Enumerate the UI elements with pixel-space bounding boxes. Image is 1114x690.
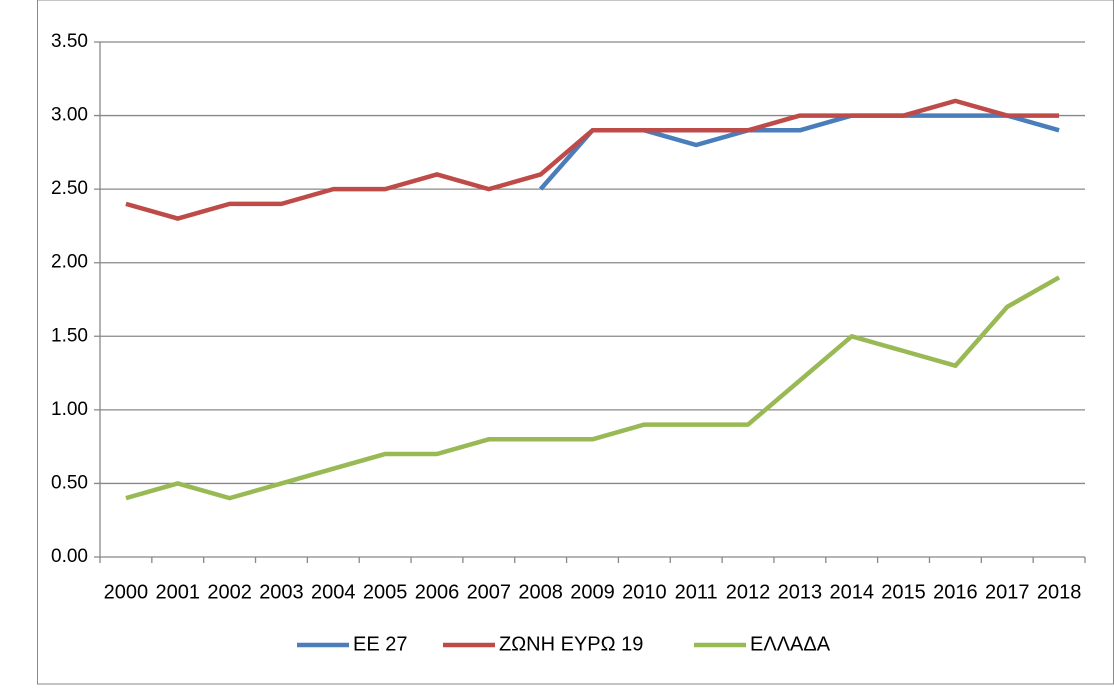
x-tick-label: 2003	[259, 581, 304, 603]
series-line	[125, 98, 1060, 221]
y-tick-label: 3.50	[51, 31, 88, 52]
x-tick-label: 2017	[985, 581, 1030, 603]
x-tick-label: 2011	[675, 581, 718, 603]
x-tick-label: 2005	[363, 581, 408, 603]
y-tick-label: 0.00	[51, 546, 88, 567]
x-tick-label: 2016	[933, 581, 978, 603]
x-tick-label: 2015	[881, 581, 926, 603]
legend-label: ΖΩΝΗ ΕΥΡΩ 19	[499, 633, 643, 655]
y-tick-label: 1.00	[51, 399, 88, 420]
y-tick-label: 0.50	[51, 472, 88, 493]
y-tick-label: 2.50	[51, 178, 88, 199]
y-tick-label: 3.00	[51, 105, 88, 126]
x-tick-label: 2007	[467, 581, 512, 603]
legend-label: ΕΛΛΑΔΑ	[750, 633, 831, 655]
y-tick-label: 2.00	[51, 252, 88, 273]
x-tick-label: 2014	[829, 581, 874, 603]
series-line	[538, 113, 1060, 191]
x-tick-label: 2004	[311, 581, 356, 603]
x-tick-label: 2009	[570, 581, 615, 603]
x-tick-label: 2006	[415, 581, 460, 603]
legend-label: ΕΕ 27	[353, 633, 407, 655]
x-tick-label: 2010	[622, 581, 667, 603]
x-tick-label: 2000	[104, 581, 149, 603]
x-tick-label: 2002	[207, 581, 252, 603]
x-tick-label: 2013	[778, 581, 823, 603]
x-tick-label: 2018	[1037, 581, 1082, 603]
series-line	[125, 275, 1061, 501]
x-tick-label: 2001	[156, 581, 201, 603]
x-tick-label: 2012	[726, 581, 771, 603]
y-tick-label: 1.50	[51, 325, 88, 346]
x-tick-label: 2008	[518, 581, 563, 603]
